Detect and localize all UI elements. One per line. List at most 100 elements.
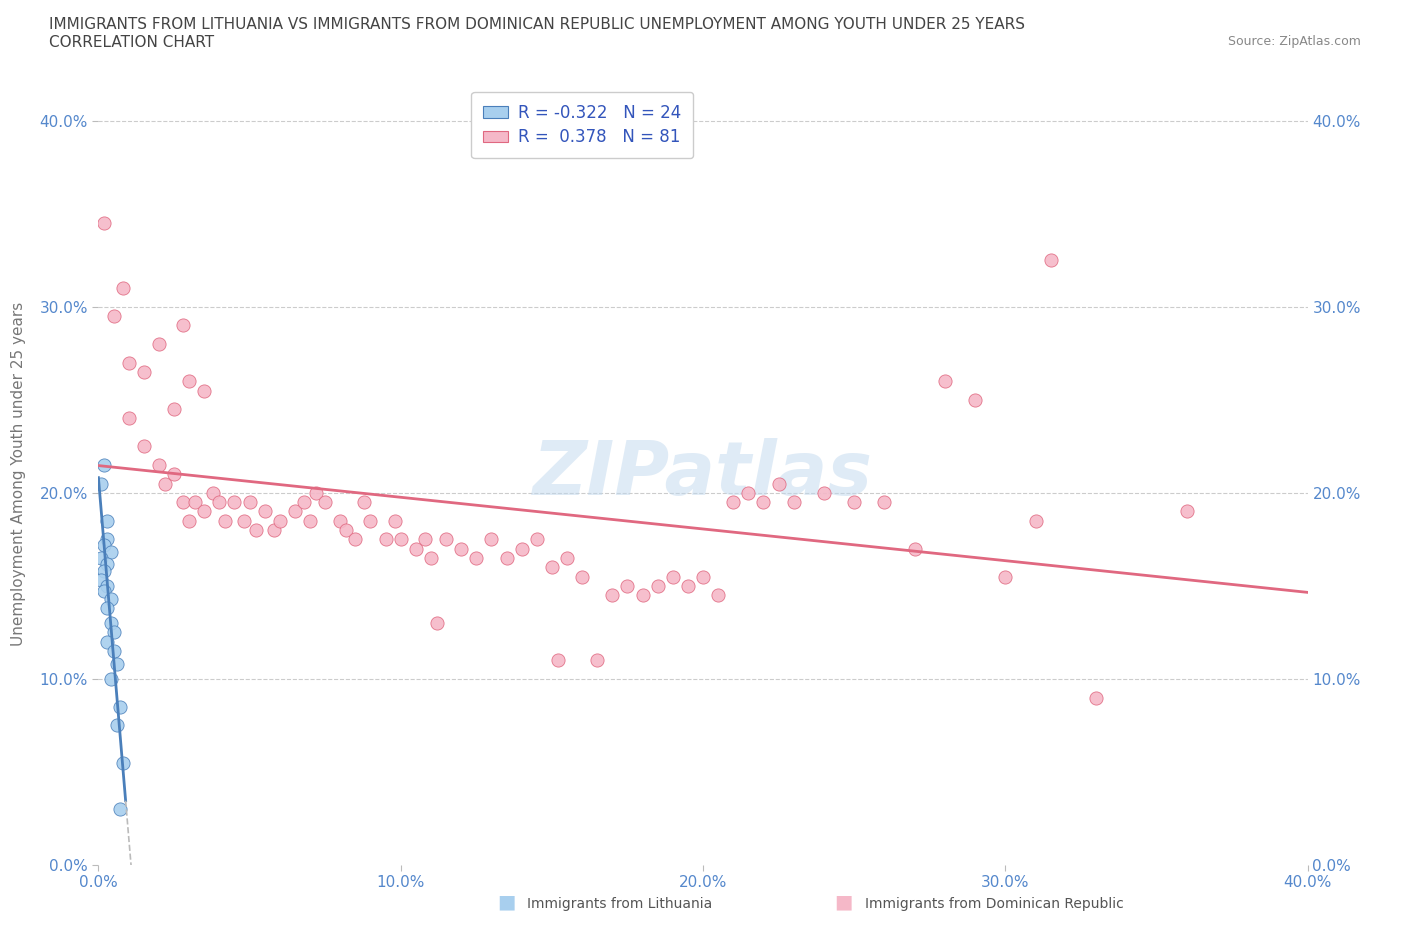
Point <box>616 578 638 593</box>
Point <box>450 541 472 556</box>
Point <box>723 495 745 510</box>
Point <box>105 718 128 733</box>
Point <box>100 545 122 560</box>
Point <box>434 532 457 547</box>
Point <box>100 671 122 686</box>
Point <box>413 532 436 547</box>
Point <box>253 504 276 519</box>
Point <box>90 476 112 491</box>
Point <box>232 513 254 528</box>
Point <box>163 402 186 417</box>
Point <box>172 495 194 510</box>
Point <box>510 541 533 556</box>
Point <box>420 551 443 565</box>
Point <box>994 569 1017 584</box>
Point <box>93 458 115 472</box>
Point <box>299 513 322 528</box>
Point <box>193 504 215 519</box>
Point <box>813 485 835 500</box>
Text: ZIPatlas: ZIPatlas <box>533 438 873 511</box>
Point <box>965 392 987 407</box>
Point <box>93 538 115 552</box>
Point <box>586 653 609 668</box>
Point <box>571 569 593 584</box>
Point <box>783 495 806 510</box>
Point <box>602 588 624 603</box>
Point <box>647 578 669 593</box>
Point <box>426 616 449 631</box>
Point <box>555 551 578 565</box>
Point <box>184 495 207 510</box>
Point <box>692 569 714 584</box>
Point <box>661 569 683 584</box>
Point <box>179 374 201 389</box>
Text: ■: ■ <box>496 893 516 911</box>
Point <box>389 532 412 547</box>
Text: IMMIGRANTS FROM LITHUANIA VS IMMIGRANTS FROM DOMINICAN REPUBLIC UNEMPLOYMENT AMO: IMMIGRANTS FROM LITHUANIA VS IMMIGRANTS … <box>49 17 1025 32</box>
Point <box>239 495 262 510</box>
Point <box>465 551 488 565</box>
Point <box>752 495 775 510</box>
Text: Immigrants from Dominican Republic: Immigrants from Dominican Republic <box>865 897 1123 911</box>
Point <box>111 281 134 296</box>
Point <box>93 564 115 578</box>
Point <box>1085 690 1108 705</box>
Point <box>1175 504 1198 519</box>
Text: Source: ZipAtlas.com: Source: ZipAtlas.com <box>1227 35 1361 48</box>
Point <box>344 532 367 547</box>
Legend: R = -0.322   N = 24, R =  0.378   N = 81: R = -0.322 N = 24, R = 0.378 N = 81 <box>471 92 693 158</box>
Point <box>179 513 201 528</box>
Point <box>707 588 730 603</box>
Point <box>481 532 503 547</box>
Point <box>132 439 155 454</box>
Point <box>163 467 186 482</box>
Point <box>96 532 118 547</box>
Point <box>631 588 654 603</box>
Point <box>96 601 118 616</box>
Y-axis label: Unemployment Among Youth under 25 years: Unemployment Among Youth under 25 years <box>11 302 25 646</box>
Point <box>111 755 134 770</box>
Point <box>202 485 225 500</box>
Point <box>208 495 231 510</box>
Point <box>108 699 131 714</box>
Point <box>108 802 131 817</box>
Text: ■: ■ <box>834 893 853 911</box>
Point <box>547 653 569 668</box>
Point <box>405 541 427 556</box>
Point <box>153 476 176 491</box>
Point <box>105 657 128 671</box>
Point <box>360 513 382 528</box>
Point <box>100 616 122 631</box>
Point <box>284 504 307 519</box>
Point <box>844 495 866 510</box>
Text: Immigrants from Lithuania: Immigrants from Lithuania <box>527 897 713 911</box>
Point <box>90 573 112 588</box>
Point <box>263 523 285 538</box>
Point <box>148 337 170 352</box>
Point <box>214 513 236 528</box>
Point <box>224 495 246 510</box>
Point <box>768 476 790 491</box>
Point <box>172 318 194 333</box>
Point <box>329 513 352 528</box>
Point <box>374 532 396 547</box>
Point <box>148 458 170 472</box>
Point <box>96 513 118 528</box>
Point <box>540 560 562 575</box>
Point <box>495 551 517 565</box>
Point <box>269 513 291 528</box>
Point <box>245 523 267 538</box>
Point <box>103 644 125 658</box>
Point <box>353 495 375 510</box>
Point <box>96 634 118 649</box>
Point <box>305 485 328 500</box>
Point <box>1039 253 1062 268</box>
Point <box>93 216 115 231</box>
Point <box>292 495 315 510</box>
Point <box>526 532 548 547</box>
Point <box>103 309 125 324</box>
Point <box>335 523 357 538</box>
Point <box>100 591 122 606</box>
Point <box>737 485 759 500</box>
Point <box>904 541 927 556</box>
